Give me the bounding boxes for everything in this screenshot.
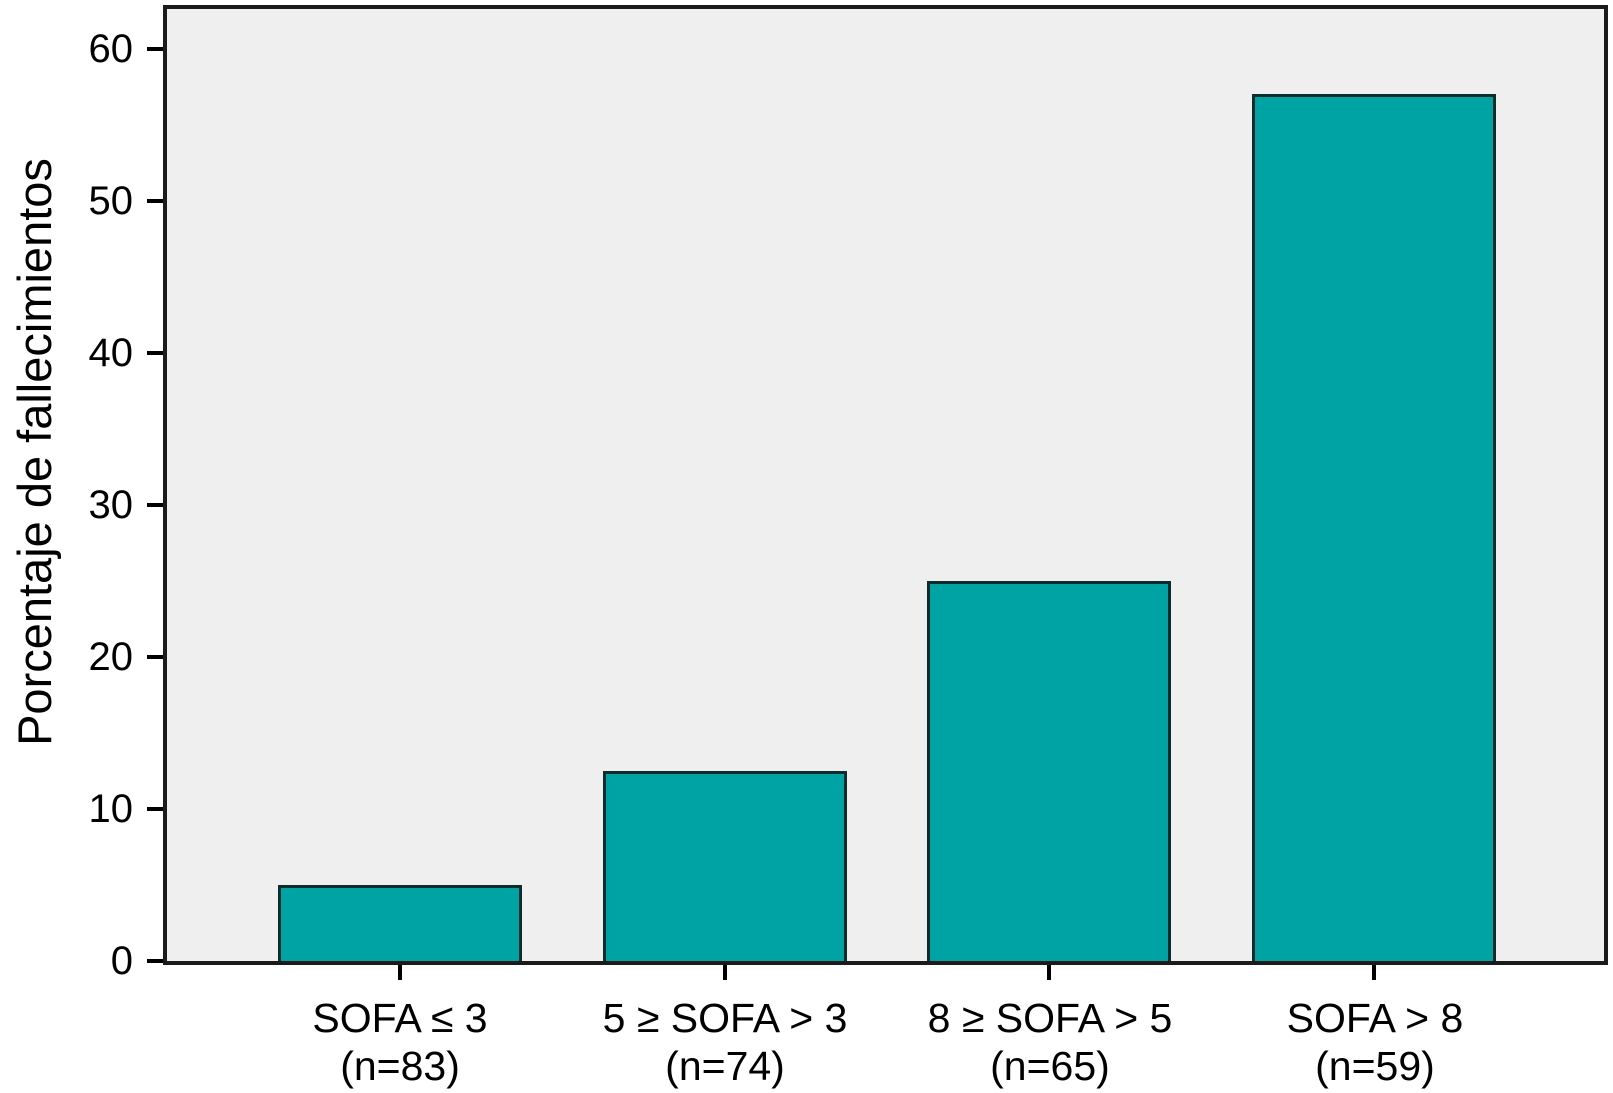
x-category-label: 5 ≥ SOFA > 3 (n=74): [475, 994, 975, 1090]
x-tick: [397, 965, 402, 980]
plot-area: 0 10 20 30 40 50 60: [89, 5, 1608, 982]
y-tick-label: 30: [88, 482, 134, 527]
y-tick-label: 50: [88, 178, 134, 223]
y-tick: [147, 350, 163, 355]
y-tick-label: 0: [110, 939, 133, 983]
x-category-range: SOFA ≤ 3: [312, 995, 488, 1041]
x-category-range: 5 ≥ SOFA > 3: [602, 995, 848, 1041]
x-category-n: (n=74): [665, 1043, 785, 1089]
x-tick: [1372, 965, 1377, 980]
x-tick: [722, 965, 727, 980]
y-tick: [147, 46, 163, 51]
y-tick-label: 60: [88, 26, 134, 71]
x-category-range: 8 ≥ SOFA > 5: [927, 995, 1173, 1041]
y-tick-label: 10: [88, 786, 134, 831]
x-category-n: (n=83): [340, 1043, 460, 1089]
y-tick: [147, 654, 163, 659]
x-category-range: SOFA > 8: [1286, 995, 1464, 1041]
bar-1: [277, 884, 522, 961]
x-category-n: (n=59): [1315, 1043, 1435, 1089]
y-tick: [147, 198, 163, 203]
y-tick: [147, 959, 163, 963]
y-tick: [147, 502, 163, 507]
x-category-label: 8 ≥ SOFA > 5 (n=65): [800, 994, 1300, 1090]
x-tick: [1047, 965, 1052, 980]
x-category-label: SOFA ≤ 3 (n=83): [150, 994, 650, 1090]
bar-2: [602, 770, 847, 961]
x-category-n: (n=65): [990, 1043, 1110, 1089]
x-axis-labels: SOFA ≤ 3 (n=83) 5 ≥ SOFA > 3 (n=74) 8 ≥ SOFA…: [167, 994, 1605, 1093]
y-tick-label: 20: [88, 634, 134, 679]
y-tick: [147, 806, 163, 811]
x-category-label: SOFA > 8 (n=59): [1125, 994, 1613, 1090]
y-tick-label: 40: [88, 330, 134, 375]
bar-3: [927, 580, 1172, 961]
bar-4: [1252, 94, 1497, 961]
